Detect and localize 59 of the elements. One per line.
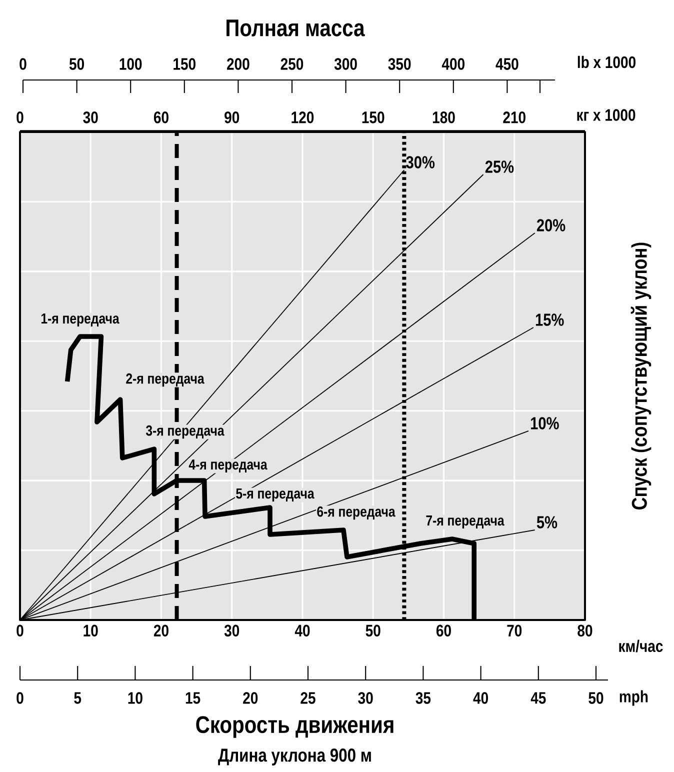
text: 200 xyxy=(227,58,250,70)
series-label: 25% xyxy=(485,160,514,173)
text: 0 xyxy=(20,58,26,70)
text: Скорость движения xyxy=(196,716,394,738)
text: 450 xyxy=(496,58,518,70)
x2-tick-label: 120 xyxy=(292,112,314,124)
text: 10 xyxy=(128,692,142,704)
text: mph xyxy=(620,690,648,706)
x-tick-label: 0 xyxy=(16,624,24,637)
text: 15 xyxy=(186,692,200,704)
x-tick-label: 80 xyxy=(578,624,592,637)
series-label: 15% xyxy=(536,314,564,326)
x-axis-title: км/час xyxy=(619,640,663,652)
text: 50 xyxy=(69,58,84,70)
text: 350 xyxy=(388,58,411,70)
x-tick-label: 60 xyxy=(436,624,451,637)
text: 0 xyxy=(16,692,24,704)
annotation: 7-я передача xyxy=(426,515,504,529)
series-label: 5% xyxy=(536,516,558,528)
text: lb x 1000 xyxy=(578,56,636,68)
series-label: 30% xyxy=(406,156,435,168)
annotation: 4-я передача xyxy=(188,459,268,473)
annotation: 6-я передача xyxy=(317,506,396,520)
text: 40 xyxy=(473,692,488,704)
chart-title: Полная масса xyxy=(226,20,365,36)
x2-tick-label: 180 xyxy=(432,112,455,124)
x2-tick-label: 60 xyxy=(154,112,168,124)
text: Длина уклона 900 м xyxy=(218,748,371,766)
text: 150 xyxy=(174,58,196,70)
series-label: 20% xyxy=(536,219,566,232)
annotation: 1-я передача xyxy=(41,313,120,327)
x-tick-label: 20 xyxy=(154,624,168,637)
annotation: 5-я передача xyxy=(236,488,314,502)
text: 50 xyxy=(588,692,604,704)
x-tick-label: 70 xyxy=(507,624,522,637)
text: 25 xyxy=(300,692,316,704)
y-axis-title: Спуск (сопутствующий уклон) xyxy=(630,242,652,510)
annotation: 3-я передача xyxy=(146,425,224,439)
x2-tick-label: 210 xyxy=(503,112,526,124)
x2-tick-label: 0 xyxy=(16,112,24,124)
x-tick-label: 10 xyxy=(84,624,98,637)
x2-axis-title: кг x 1000 xyxy=(577,109,636,121)
text: 250 xyxy=(280,58,304,70)
x2-tick-label: 90 xyxy=(224,112,240,124)
text: 30 xyxy=(358,692,373,704)
text: 45 xyxy=(530,692,546,704)
series-label: 10% xyxy=(531,417,559,430)
x-tick-label: 30 xyxy=(224,624,240,637)
text: 20 xyxy=(243,692,258,704)
annotation: 2-я передача xyxy=(126,373,204,387)
text: 5 xyxy=(74,692,82,704)
x-tick-label: 50 xyxy=(366,624,380,637)
text: 100 xyxy=(120,58,142,70)
text: 300 xyxy=(334,58,357,70)
x-tick-label: 40 xyxy=(294,624,310,637)
text: 35 xyxy=(416,692,431,704)
x2-tick-label: 150 xyxy=(362,112,384,124)
x2-tick-label: 30 xyxy=(83,111,98,124)
text: 400 xyxy=(442,58,464,70)
